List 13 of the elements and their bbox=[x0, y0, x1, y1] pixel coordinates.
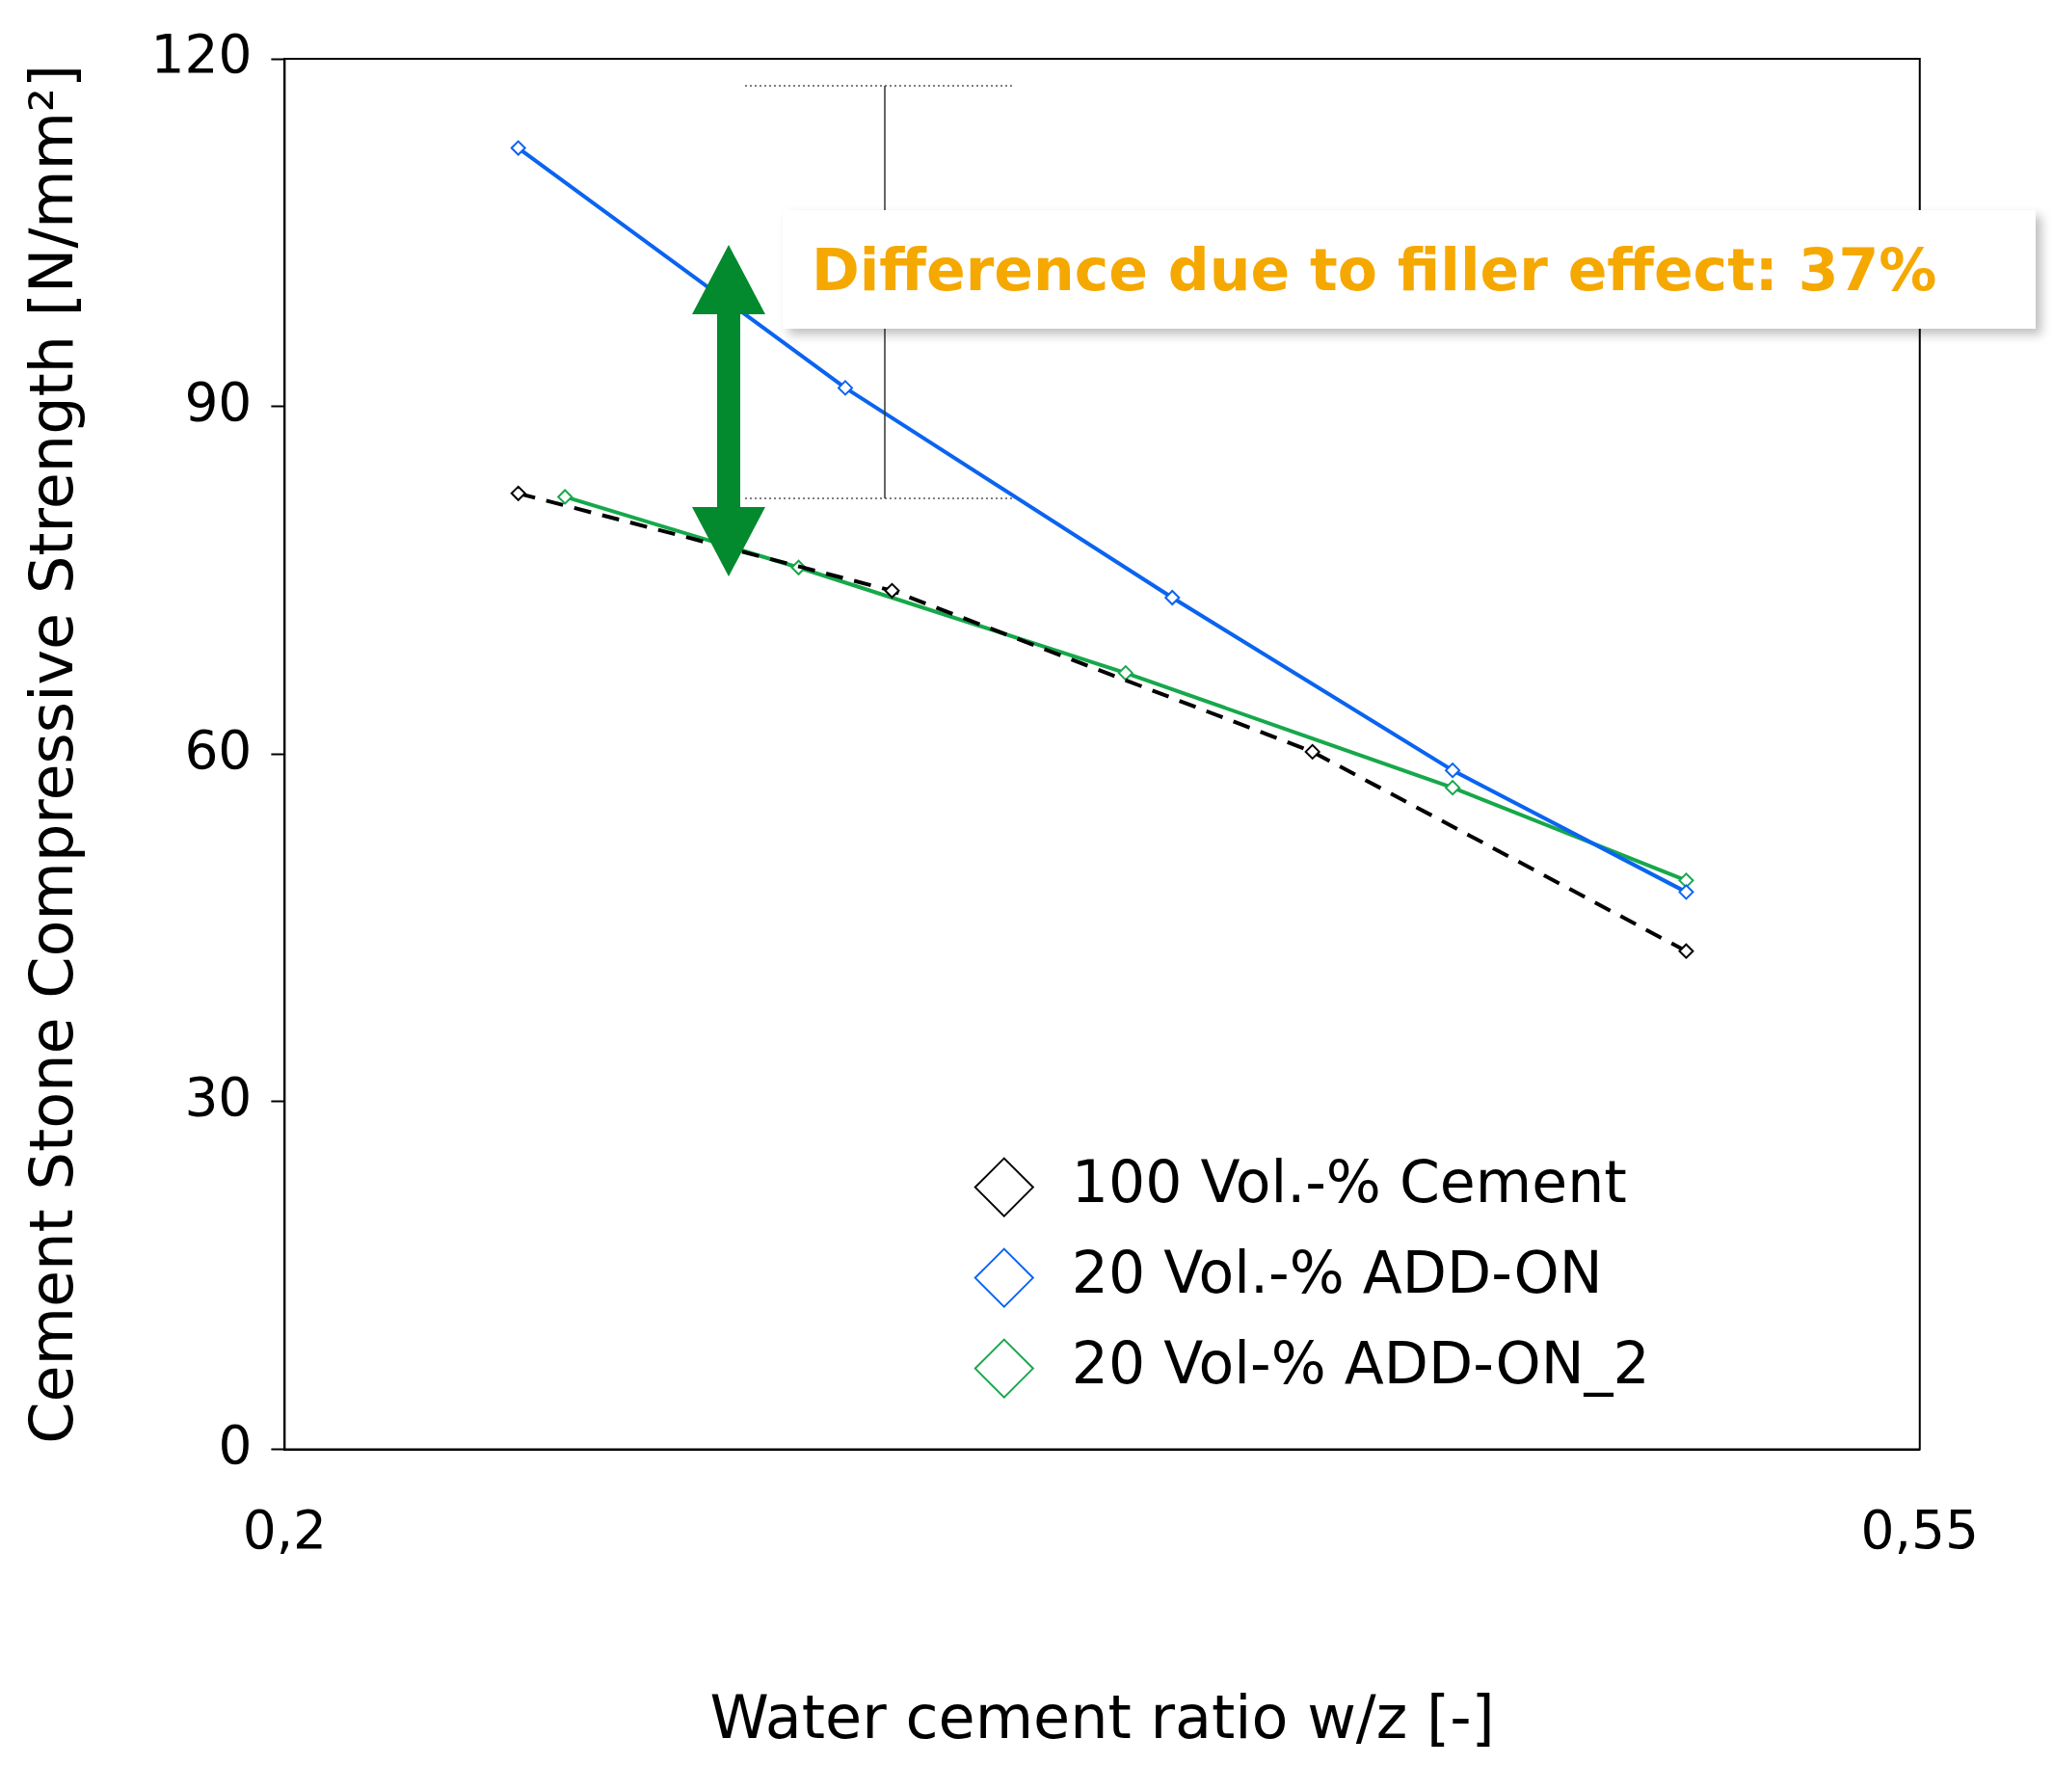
legend-label: 20 Vol.-% ADD-ON bbox=[1071, 1239, 1603, 1307]
legend-label: 20 Vol-% ADD-ON_2 bbox=[1071, 1329, 1650, 1398]
y-tick-label: 30 bbox=[184, 1066, 253, 1129]
y-tick-label: 60 bbox=[184, 718, 253, 781]
x-tick-label: 0,2 bbox=[242, 1498, 328, 1561]
x-axis-title: Water cement ratio w/z [-] bbox=[709, 1681, 1495, 1752]
y-tick-label: 90 bbox=[184, 370, 253, 433]
legend-label: 100 Vol.-% Cement bbox=[1071, 1148, 1627, 1217]
annotation: Difference due to filler effect: 37% bbox=[783, 210, 2036, 329]
x-tick-label: 0,55 bbox=[1860, 1498, 1979, 1561]
y-axis-title: Cement Stone Compressive Strength [N/mm²] bbox=[16, 64, 88, 1444]
y-tick-label: 0 bbox=[218, 1413, 253, 1476]
y-tick-label: 120 bbox=[150, 23, 253, 86]
